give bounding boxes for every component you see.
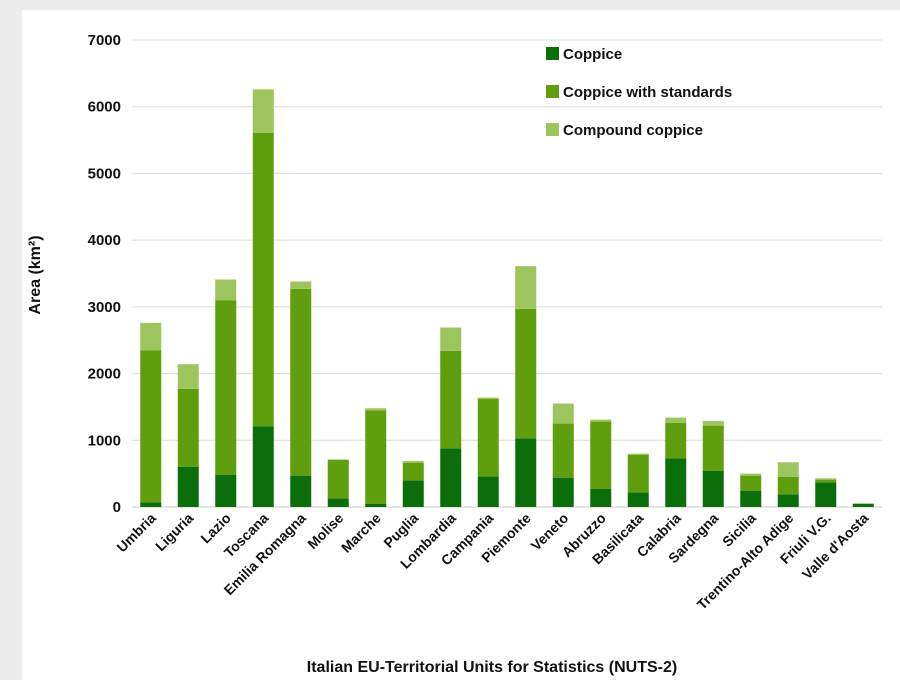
y-tick-labels: 0 1000 2000 3000 4000 5000 6000 7000 [88, 32, 121, 516]
legend-swatch-compound-coppice [546, 123, 559, 136]
bar-veneto-compound-coppice [552, 403, 574, 424]
bar-sardegna-coppice-with-standards [702, 425, 724, 471]
bar-basilicata-coppice [627, 492, 649, 507]
bar-marche-compound-coppice [365, 408, 387, 411]
bar-campania-compound-coppice [477, 397, 499, 399]
bar-lazio-coppice-with-standards [215, 300, 237, 475]
bar-lazio-compound-coppice [215, 279, 237, 301]
bar-sardegna-compound-coppice [702, 420, 724, 426]
bar-trentino-alto-adige-coppice [777, 494, 799, 507]
bar-calabria-compound-coppice [665, 417, 687, 423]
bar-valle-d-aosta-coppice [852, 503, 874, 507]
bar-puglia-coppice-with-standards [402, 462, 424, 481]
bar-umbria-coppice [140, 502, 162, 507]
gridlines [132, 39, 882, 508]
bar-molise-coppice-with-standards [327, 459, 349, 499]
y-axis-title: Area (km²) [27, 235, 44, 314]
bar-sicilia-compound-coppice [740, 473, 762, 476]
bar-marche-coppice [365, 503, 387, 507]
bar-trentino-alto-adige-coppice-with-standards [777, 476, 799, 495]
legend-label-coppice: Coppice [563, 46, 622, 63]
legend-label-compound-coppice: Compound coppice [563, 122, 703, 139]
bar-calabria-coppice-with-standards [665, 422, 687, 459]
bar-sardegna-coppice [702, 470, 724, 507]
bar-sicilia-coppice [740, 490, 762, 507]
bar-lombardia-compound-coppice [440, 327, 462, 351]
bar-umbria-coppice-with-standards [140, 350, 162, 503]
bar-liguria-coppice-with-standards [177, 388, 199, 467]
bar-toscana-coppice [252, 426, 274, 507]
y-tick-label-2000: 2000 [88, 366, 121, 383]
stacked-bar-chart: 0 1000 2000 3000 4000 5000 6000 7000 UmbriaLigu… [27, 32, 882, 676]
bar-campania-coppice [477, 476, 499, 507]
bar-friuli-v-g-compound-coppice [815, 478, 837, 480]
bar-lombardia-coppice-with-standards [440, 350, 462, 449]
bar-toscana-compound-coppice [252, 89, 274, 133]
bar-emilia-romagna-coppice [290, 475, 312, 507]
y-tick-label-5000: 5000 [88, 165, 121, 182]
x-tick-label-umbria: Umbria [113, 510, 159, 556]
bar-marche-coppice-with-standards [365, 410, 387, 504]
bar-umbria-compound-coppice [140, 322, 162, 351]
bar-piemonte-coppice [515, 438, 537, 507]
bar-abruzzo-coppice [590, 488, 612, 507]
bar-lazio-coppice [215, 474, 237, 507]
bar-basilicata-compound-coppice [627, 453, 649, 455]
bar-sicilia-coppice-with-standards [740, 475, 762, 491]
y-tick-label-7000: 7000 [88, 32, 121, 49]
x-axis-title: Italian EU-Territorial Units for Statist… [307, 659, 677, 676]
y-tick-label-0: 0 [113, 499, 121, 516]
x-tick-label-valle-d-aosta: Valle d'Aosta [799, 510, 872, 583]
bar-calabria-coppice [665, 458, 687, 507]
bar-piemonte-coppice-with-standards [515, 308, 537, 439]
legend: Coppice Coppice with standards Compound co… [546, 46, 732, 139]
bar-emilia-romagna-coppice-with-standards [290, 288, 312, 476]
bar-friuli-v-g-coppice [815, 482, 837, 507]
x-tick-label-marche: Marche [338, 510, 384, 556]
bar-basilicata-coppice-with-standards [627, 454, 649, 493]
bar-veneto-coppice-with-standards [552, 423, 574, 478]
bar-toscana-coppice-with-standards [252, 132, 274, 427]
bar-piemonte-compound-coppice [515, 266, 537, 309]
bar-friuli-v-g-coppice-with-standards [815, 479, 837, 483]
legend-swatch-coppice [546, 47, 559, 60]
bar-emilia-romagna-compound-coppice [290, 281, 312, 289]
bar-abruzzo-compound-coppice [590, 419, 612, 422]
y-tick-label-3000: 3000 [88, 299, 121, 316]
x-tick-label-liguria: Liguria [152, 510, 196, 554]
bars [140, 89, 874, 507]
bar-campania-coppice-with-standards [477, 398, 499, 477]
y-tick-label-6000: 6000 [88, 99, 121, 116]
bar-puglia-coppice [402, 480, 424, 507]
bar-lombardia-coppice [440, 448, 462, 507]
legend-label-coppice-with-standards: Coppice with standards [563, 84, 732, 101]
bar-liguria-compound-coppice [177, 364, 199, 389]
bar-trentino-alto-adige-compound-coppice [777, 462, 799, 477]
bar-molise-coppice [327, 498, 349, 507]
bar-abruzzo-coppice-with-standards [590, 421, 612, 489]
legend-swatch-coppice-with-standards [546, 85, 559, 98]
bar-veneto-coppice [552, 477, 574, 507]
y-tick-label-4000: 4000 [88, 232, 121, 249]
bar-liguria-coppice [177, 466, 199, 507]
bar-puglia-compound-coppice [402, 460, 424, 463]
y-tick-label-1000: 1000 [88, 432, 121, 449]
chart-panel: 0 1000 2000 3000 4000 5000 6000 7000 Umbria Ligu… [22, 10, 900, 680]
